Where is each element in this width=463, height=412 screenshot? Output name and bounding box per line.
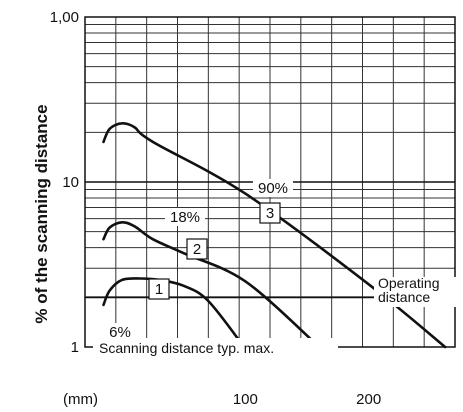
x-tick-label: 100: [233, 391, 258, 408]
series-1-box: [148, 278, 170, 300]
y-tick-label: 10: [62, 174, 79, 191]
series-2-box: [186, 238, 208, 260]
series-3-box: [259, 202, 281, 224]
series-2-number: 2: [193, 241, 201, 258]
operating-label-line2: distance: [378, 289, 430, 305]
series-3-line: [102, 121, 447, 349]
max-label-text: Scanning distance typ. max.: [99, 340, 274, 356]
operating-distance-label: Operating distance: [374, 275, 458, 307]
y-axis-label: % of the scanning distance: [32, 104, 51, 323]
series-2-line: [102, 220, 321, 349]
series-3-reflectance-bg: [253, 179, 293, 197]
series-1-reflectance-bg: [100, 323, 140, 341]
x-tick-label: 200: [356, 391, 381, 408]
operating-label-line1: Operating: [378, 275, 439, 291]
series-2-reflectance-bg: [165, 208, 205, 226]
y-tick-labels: 1 10 1,00: [50, 9, 79, 356]
series-3-number: 3: [266, 205, 274, 222]
series-3-reflectance-label: 90%: [258, 180, 288, 197]
series-1-reflectance-label: 6%: [109, 324, 131, 341]
series-2-reflectance-label: 18%: [170, 209, 200, 226]
max-label: Scanning distance typ. max.: [93, 338, 338, 356]
x-unit-label: (mm): [63, 391, 98, 408]
series-curves: [102, 121, 447, 349]
x-tick-labels: 100 200: [233, 391, 381, 408]
y-tick-label: 1,00: [50, 9, 79, 26]
curve-labels: 1 6% 2 18% 3 90%: [100, 179, 293, 341]
series-1-number: 1: [155, 281, 163, 298]
y-tick-label: 1: [71, 339, 79, 356]
